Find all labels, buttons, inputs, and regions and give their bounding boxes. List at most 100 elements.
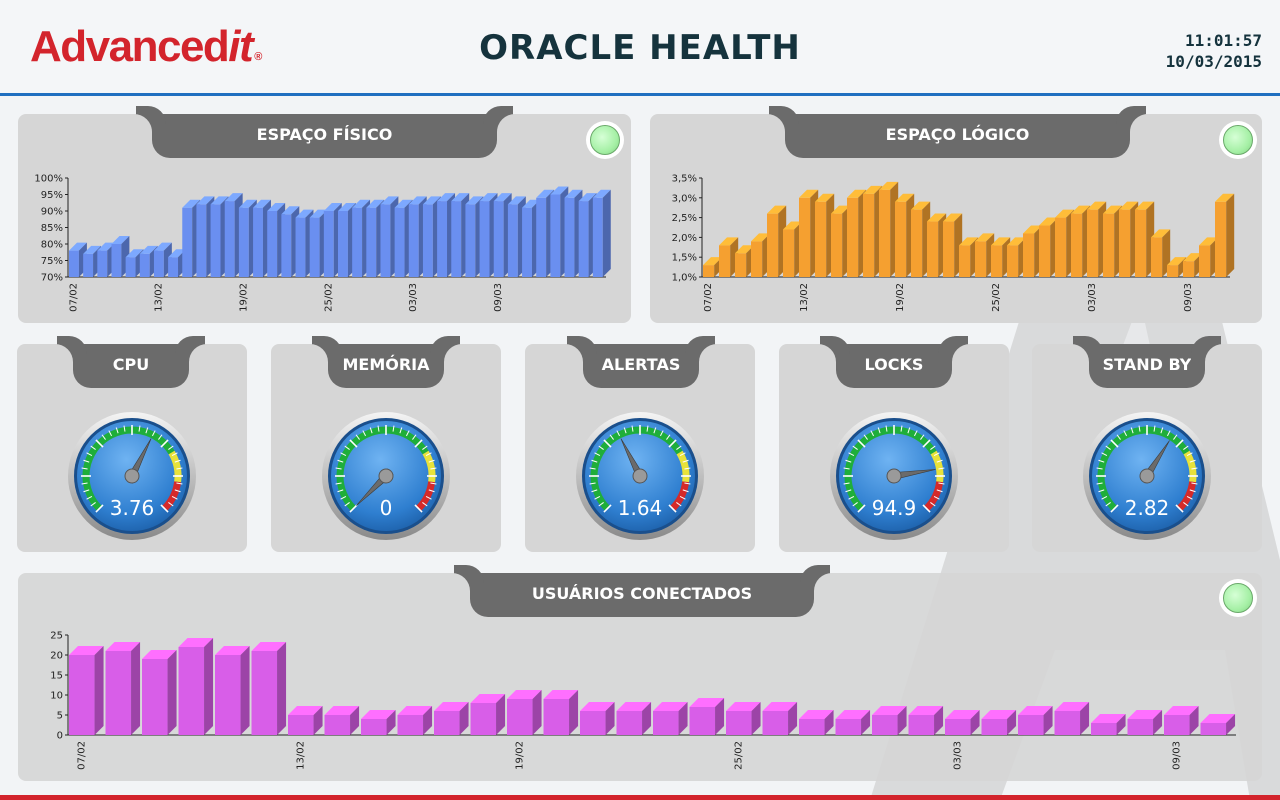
y-tick-label: 25 — [50, 631, 63, 642]
bar-top — [1055, 209, 1075, 218]
gauge-tick — [936, 489, 943, 493]
clock-time: 11:01:57 — [1184, 31, 1262, 50]
bar-top — [251, 642, 287, 651]
gauge-tick — [412, 434, 417, 440]
gauge-hub — [1139, 468, 1155, 484]
bar-top — [1023, 225, 1043, 234]
bar — [69, 646, 104, 735]
gauge-tick — [863, 434, 868, 440]
gauge-hub — [124, 468, 140, 484]
gauge-zone-yellow — [930, 450, 944, 483]
brand-logo: Advancedit ® — [30, 22, 263, 71]
gauge-tick — [1191, 482, 1198, 485]
bar — [251, 642, 287, 735]
bar-top — [767, 205, 787, 214]
y-tick-label: 100% — [34, 174, 63, 185]
bar-front — [981, 719, 1008, 735]
bar-side — [496, 694, 506, 735]
bar — [142, 650, 177, 735]
gauge-tick — [369, 427, 373, 434]
bar-top — [1039, 217, 1059, 226]
y-tick-label: 15 — [50, 671, 63, 682]
bar — [543, 690, 579, 735]
bar-side — [1116, 714, 1126, 735]
bar-side — [715, 698, 725, 735]
bar — [105, 642, 141, 735]
panel-gauge-memoria: MEMÓRIA 0 — [271, 344, 501, 552]
bar-top — [1135, 201, 1155, 210]
bar-front — [210, 204, 221, 277]
gauge-tick — [95, 504, 104, 513]
bar-front — [1087, 209, 1099, 277]
bar-top — [799, 710, 834, 719]
bar-top — [69, 242, 87, 251]
bar-front — [1164, 715, 1190, 735]
bar-front — [522, 207, 532, 277]
gauge-tick — [1173, 434, 1178, 440]
gauge-tick — [355, 434, 360, 440]
y-tick-label: 3,0% — [672, 193, 697, 204]
bar-side — [1080, 702, 1090, 735]
bar-front — [324, 715, 351, 735]
gauge-tick — [594, 495, 601, 500]
bar-front — [309, 217, 320, 277]
bar-front — [142, 659, 168, 735]
gauge-tick — [885, 425, 888, 432]
x-tick-label: 25/02 — [733, 741, 744, 770]
bottom-accent-bar — [0, 795, 1280, 800]
gauge-tick — [340, 452, 347, 457]
bar — [908, 706, 944, 735]
bar-front — [352, 207, 363, 277]
gauge-title-memoria: MEMÓRIA — [328, 344, 444, 388]
bar-top — [703, 257, 723, 266]
bar — [981, 710, 1017, 735]
gauge-tick — [598, 445, 604, 450]
bar — [1164, 706, 1199, 735]
gauge-tick — [1110, 504, 1119, 513]
bar-front — [550, 194, 561, 277]
bar — [580, 702, 615, 735]
gauge-tick — [174, 489, 181, 493]
bar-front — [288, 715, 314, 735]
bar-top — [592, 189, 611, 198]
gauge-tick — [1116, 434, 1121, 440]
panel-espaco-logico: ESPAÇO LÓGICO 1,0% 1,5% 2,0% 2,5% 3,0% 3,5% 07… — [650, 114, 1262, 323]
bar-front — [1103, 213, 1115, 277]
bar — [616, 702, 652, 735]
x-tick-label: 07/02 — [68, 283, 79, 312]
bar-front — [465, 204, 476, 277]
bar-front — [1135, 209, 1147, 277]
gauge-tick — [666, 434, 671, 440]
gauge-tick — [158, 434, 163, 440]
gauge-tick — [684, 467, 691, 470]
gauge-tick — [168, 502, 174, 507]
bar — [1200, 714, 1236, 735]
gauge-tick — [631, 425, 634, 432]
bar — [726, 702, 761, 735]
bar — [470, 694, 506, 735]
bar — [592, 189, 611, 277]
bar-top — [153, 242, 172, 251]
gauge-tick — [659, 430, 664, 437]
gauge-zone-yellow — [676, 450, 690, 483]
x-tick-label: 13/02 — [295, 741, 306, 770]
bar-top — [908, 706, 944, 715]
gauge-tick — [930, 445, 936, 450]
x-tick-label: 09/03 — [1183, 283, 1194, 312]
x-tick-label: 19/02 — [895, 283, 906, 312]
bar-front — [69, 655, 95, 735]
gauge-zone-yellow — [422, 450, 436, 483]
bar-side — [240, 646, 250, 735]
bar-side — [824, 710, 834, 735]
gauge-tick — [684, 482, 691, 485]
bar-side — [788, 702, 798, 735]
bar-front — [799, 719, 825, 735]
panel-gauge-cpu: CPU 3.76 — [17, 344, 247, 552]
bar-front — [361, 719, 387, 735]
bar-side — [970, 710, 980, 735]
gauge-tick — [913, 430, 918, 437]
bar-top — [1167, 257, 1187, 266]
gauge-tick — [86, 495, 93, 500]
gauge-tick — [115, 427, 119, 434]
gauge-tick — [603, 504, 612, 513]
